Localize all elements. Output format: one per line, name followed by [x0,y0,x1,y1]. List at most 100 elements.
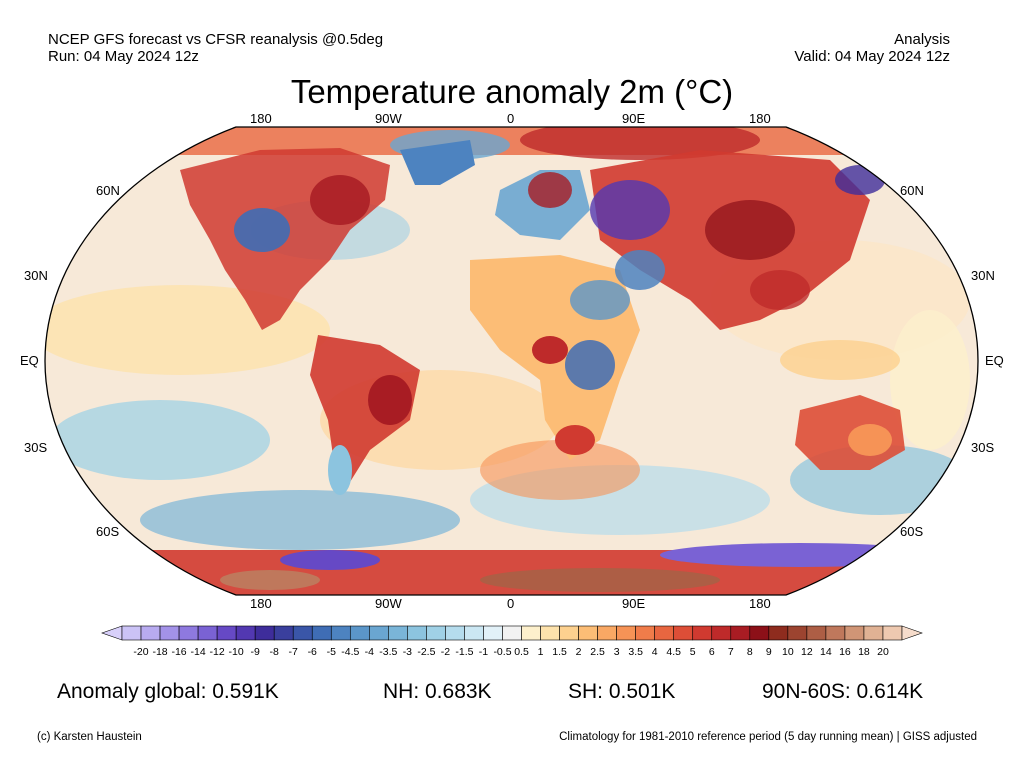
lon-label-top: 180 [250,111,272,126]
colorbar-tick-label: 10 [782,646,794,658]
colorbar-tick-label: 20 [877,646,889,658]
colorbar-tick-label: -5 [326,646,336,658]
colorbar-tick-labels: -20 -18 -16 -14 -12 -10 -9 -8 -7 -6 -5 -4.5 -4 -3.5 -3… [0,646,1024,662]
colorbar-swatch [254,625,275,641]
colorbar-tick-label: -14 [190,646,206,658]
colorbar-swatch [730,625,751,641]
colorbar-swatch [178,625,199,641]
lat-label-right: 30S [971,440,995,455]
lat-label-left: 60S [96,524,120,539]
colorbar-swatch [521,625,541,641]
analysis-type-label: Analysis [894,31,950,48]
colorbar-swatch [787,625,808,641]
colorbar-swatch [464,625,484,641]
colorbar-tick-label: -4.5 [341,646,360,658]
colorbar-swatch [844,625,865,641]
colorbar-tick-label: -12 [209,646,225,658]
colorbar-tick-label: -3 [402,646,413,658]
colorbar-swatch [216,625,237,641]
colorbar-swatch [330,625,351,641]
colorbar-swatch [502,625,522,641]
colorbar-swatch [768,625,789,641]
colorbar-swatch [806,625,827,641]
lon-label-top: 0 [507,111,515,126]
colorbar-swatch [197,625,218,641]
lat-label-left: 60N [96,183,120,198]
lon-label-bottom: 90E [622,596,646,611]
colorbar-tick-label: 1 [537,646,544,658]
colorbar-swatch [711,625,732,641]
colorbar-swatch [273,625,294,641]
colorbar-tick-label: 7 [727,646,734,658]
colorbar-swatch [140,625,161,641]
lon-label-bottom: 90W [375,596,402,611]
colorbar-swatch [559,625,579,641]
colorbar-swatch [882,625,903,641]
colorbar-swatch [825,625,846,641]
colorbar-tick-label: -2 [440,646,451,658]
nh-anomaly-stat: NH: 0.683K [383,680,492,703]
colorbar-tick-label: 5 [689,646,696,658]
colorbar-swatch [597,625,617,641]
colorbar-tick-label: 16 [839,646,851,658]
colorbar-swatch [540,625,560,641]
colorbar-swatch [749,625,770,641]
colorbar-swatch [426,625,446,641]
colorbar-swatch [616,625,636,641]
lon-label-bottom: 180 [250,596,272,611]
colorbar-tick-label: 14 [820,646,832,658]
colorbar-tick-label: 12 [801,646,813,658]
colorbar-tick-label: -9 [250,646,260,658]
colorbar-tick-label: 4.5 [666,646,682,658]
colorbar-tick-label: -8 [269,646,279,658]
colorbar-tick-label: -6 [307,646,317,658]
colorbar-swatch [635,625,655,641]
colorbar-tick-label: -16 [171,646,187,658]
map-title: Temperature anomaly 2m (°C) [290,73,734,110]
arctic-anomaly-stat: 90N-60S: 0.614K [762,680,924,703]
colorbar-tick-label: -4 [364,646,374,658]
climatology-note: Climatology for 1981-2010 reference peri… [559,731,977,743]
lat-label-left: 30S [24,440,48,455]
colorbar-tick-label: -0.5 [493,646,512,658]
lon-label-bottom: 180 [749,596,771,611]
colorbar-tick-label: 4 [651,646,658,658]
colorbar-tick-label: 3 [613,646,620,658]
colorbar-swatch [483,625,503,641]
colorbar-swatch [349,625,370,641]
colorbar-tick-label: 3.5 [628,646,643,658]
lat-label-right: 30N [971,268,995,283]
colorbar-swatch [235,625,256,641]
colorbar-swatch [692,625,713,641]
colorbar-swatch [292,625,313,641]
colorbar-tick-label: 2 [575,646,582,658]
lat-label-left: 30N [24,268,48,283]
colorbar-swatch [369,625,389,641]
lat-label-right: 60N [900,183,924,198]
lon-label-bottom: 0 [507,596,515,611]
colorbar-swatch [654,625,675,641]
colorbar-tick-label: 0.5 [514,646,529,658]
colorbar-swatch [159,625,180,641]
colorbar-tick-label: -18 [152,646,168,658]
lon-label-top: 90E [622,111,646,126]
colorbar-swatch [388,625,408,641]
lat-label-right: 60S [900,524,924,539]
colorbar-swatch [863,625,884,641]
colorbar-swatch [407,625,427,641]
colorbar-tick-label: -20 [133,646,149,658]
colorbar-swatch [578,625,598,641]
sh-anomaly-stat: SH: 0.501K [568,680,676,703]
colorbar-tick-label: 6 [708,646,715,658]
colorbar-swatch [445,625,465,641]
colorbar-tick-label: 18 [858,646,870,658]
colorbar-tick-label: -3.5 [379,646,398,658]
global-anomaly-stat: Anomaly global: 0.591K [57,680,279,703]
lat-label-right: EQ [985,353,1004,368]
credit-label: (c) Karsten Haustein [37,731,142,743]
colorbar-tick-label: -10 [228,646,244,658]
colorbar-tick-label: 2.5 [590,646,605,658]
valid-time-label: Valid: 04 May 2024 12z [794,48,950,65]
